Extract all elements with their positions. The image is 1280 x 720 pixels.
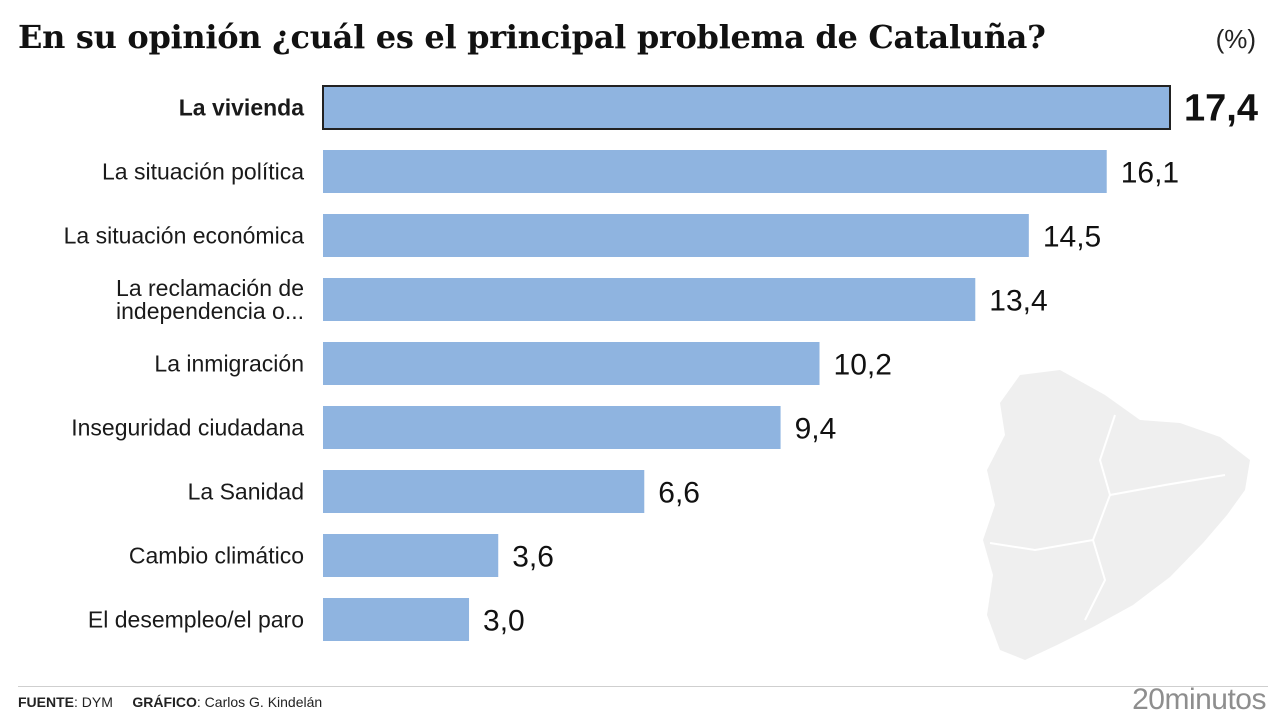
category-label-line: La inmigración	[154, 351, 304, 377]
brand-logo: 20minutos	[1132, 683, 1266, 716]
bar	[322, 85, 1171, 130]
category-label: La vivienda	[179, 95, 304, 121]
catalonia-map-illustration	[983, 370, 1250, 660]
source-label: FUENTE	[18, 694, 74, 710]
category-label: La Sanidad	[188, 479, 304, 505]
category-label-line: La Sanidad	[188, 479, 304, 505]
category-label-line: Cambio climático	[129, 543, 304, 569]
bar	[323, 278, 976, 321]
map-province-border	[989, 539, 1094, 552]
category-label: La reclamación de independencia o...	[116, 275, 304, 324]
source-value: : DYM	[74, 694, 113, 710]
graphic-label: GRÁFICO	[132, 694, 197, 710]
category-label-line: Inseguridad ciudadana	[71, 415, 304, 441]
category-label: El desempleo/el paro	[88, 607, 304, 633]
bar	[323, 214, 1029, 257]
map-shape	[983, 370, 1250, 660]
category-label: Inseguridad ciudadana	[71, 415, 304, 441]
bar	[323, 150, 1107, 193]
data-label: 10,2	[834, 349, 892, 382]
category-label-line: independencia o...	[116, 298, 304, 324]
category-label-line: La situación económica	[64, 223, 305, 249]
data-label: 6,6	[658, 477, 700, 510]
bar	[323, 406, 781, 449]
data-label: 9,4	[795, 413, 837, 446]
category-label-line: La vivienda	[179, 95, 304, 121]
category-label-line: El desempleo/el paro	[88, 607, 304, 633]
map-province-border	[1109, 474, 1226, 496]
category-label: La situación política	[102, 159, 304, 185]
bar	[323, 470, 645, 513]
category-label: La inmigración	[154, 351, 304, 377]
data-label: 17,4	[1184, 88, 1258, 130]
graphic-value: : Carlos G. Kindelán	[196, 694, 323, 710]
footer-divider	[18, 686, 1268, 687]
data-label: 16,1	[1121, 157, 1179, 190]
bar	[323, 534, 499, 577]
data-label: 3,6	[512, 541, 554, 574]
chart-title: En su opinión ¿cuál es el principal prob…	[18, 18, 1046, 56]
unit-label: (%)	[1215, 24, 1256, 54]
data-label: 14,5	[1043, 221, 1101, 254]
category-label: Cambio climático	[129, 543, 304, 569]
data-label: 13,4	[989, 285, 1047, 318]
map-province-border	[1084, 414, 1116, 621]
bar	[323, 598, 470, 641]
category-label-line: La reclamación de	[116, 275, 304, 301]
category-label: La situación económica	[64, 223, 305, 249]
footer-credits: FUENTE: DYM GRÁFICO: Carlos G. Kindelán	[18, 694, 322, 710]
data-label: 3,0	[483, 605, 525, 638]
bar	[323, 342, 820, 385]
category-label-line: La situación política	[102, 159, 304, 185]
